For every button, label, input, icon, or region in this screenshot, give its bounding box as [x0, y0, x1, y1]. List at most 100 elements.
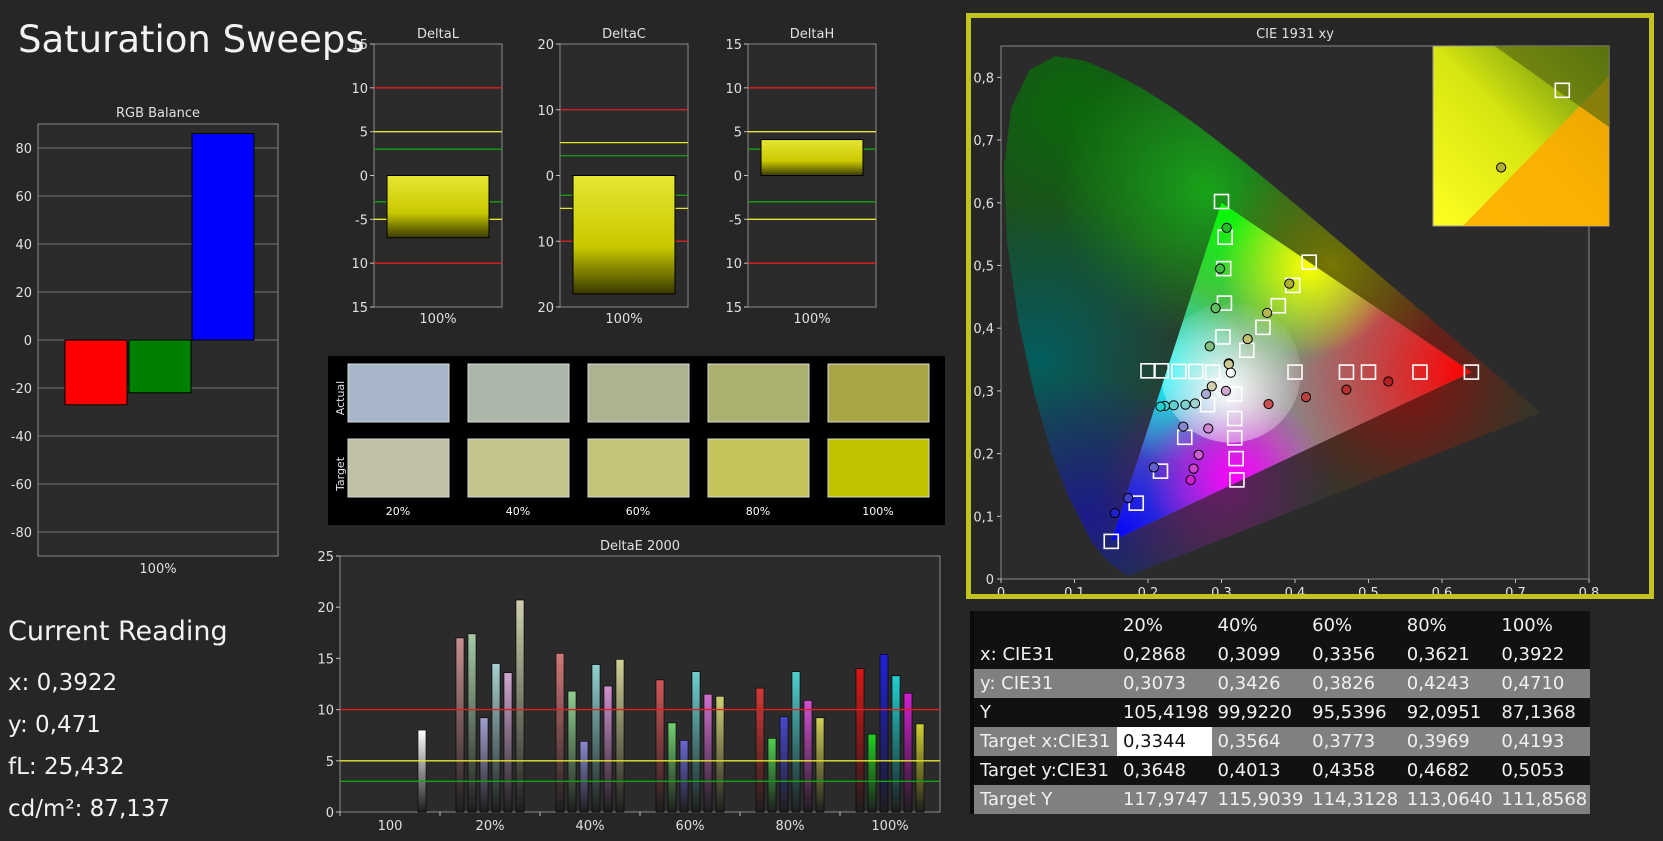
- x-tick-label: 0,3: [1211, 586, 1232, 594]
- target-marker: [1204, 364, 1221, 380]
- table-cell: 111,8568: [1495, 785, 1590, 814]
- measured-point: [1189, 398, 1201, 409]
- measured-point: [1262, 307, 1273, 319]
- y-tick-label: -20: [538, 301, 554, 316]
- deltae-bar: [579, 741, 589, 813]
- table-cell: 0,3621: [1400, 640, 1496, 669]
- deltae-bar: [679, 740, 689, 813]
- y-tick-label: -40: [11, 430, 32, 445]
- measured-point: [1210, 303, 1221, 314]
- y-tick-label: -15: [726, 301, 742, 316]
- y-tick-label: -80: [11, 526, 32, 541]
- row-label: y: CIE31: [974, 669, 1117, 698]
- deltae-bar: [703, 693, 713, 813]
- measured-point: [1200, 388, 1212, 400]
- chart-title: RGB Balance: [116, 106, 200, 121]
- deltae-bar: [667, 722, 677, 813]
- deltae-bar: [503, 672, 513, 813]
- x-tick-label: 0,6: [1432, 586, 1453, 594]
- deltae-bar: [615, 659, 625, 813]
- table-cell: 105,4198: [1116, 698, 1212, 727]
- table-cell: 117,9747: [1116, 785, 1212, 814]
- deltae-bar: [479, 717, 489, 813]
- table-cell: 0,2868: [1116, 640, 1212, 669]
- bar-series-0: [64, 339, 128, 406]
- deltae-bar: [691, 671, 701, 813]
- table-cell-selected[interactable]: 0,3344: [1116, 727, 1212, 756]
- row-label: Target y:CIE31: [974, 756, 1117, 785]
- y-tick-label: 5: [326, 755, 334, 770]
- deltae-bar: [791, 671, 801, 813]
- reading-fl: fL: 25,432: [8, 754, 125, 780]
- table-cell: 87,1368: [1495, 698, 1590, 727]
- row-label: Target Y: [974, 785, 1117, 814]
- measured-point: [1214, 263, 1226, 274]
- y-tick-label: 15: [352, 38, 368, 53]
- row-label: Y: [974, 698, 1117, 727]
- table-cell: 95,5396: [1306, 698, 1401, 727]
- deltae-bar: [455, 637, 465, 813]
- y-tick-label: -10: [726, 257, 742, 272]
- measured-point: [1188, 463, 1199, 474]
- reading-x: x: 0,3922: [8, 670, 118, 696]
- y-tick-label: 60: [15, 190, 32, 205]
- measured-point: [1204, 341, 1215, 352]
- y-tick-label: 15: [726, 38, 742, 53]
- col-header: 80%: [1400, 611, 1496, 640]
- deltae-bar: [467, 633, 477, 813]
- table-cell: 0,3426: [1211, 669, 1307, 698]
- chart-title: CIE 1931 xy: [1256, 27, 1334, 42]
- swatch-label: 40%: [506, 505, 530, 518]
- col-header: 20%: [1116, 611, 1212, 640]
- measured-point: [1206, 381, 1217, 392]
- y-tick-label: 0,8: [973, 71, 994, 86]
- target-marker: [1215, 329, 1231, 345]
- y-tick-label: -60: [11, 478, 32, 493]
- swatch-actual: [467, 363, 570, 423]
- current-reading-heading: Current Reading: [8, 616, 228, 647]
- chart-title: DeltaE 2000: [600, 539, 680, 554]
- swatch-target: [347, 438, 450, 498]
- table-cell: 0,4193: [1495, 727, 1590, 756]
- y-tick-label: 10: [352, 82, 368, 97]
- x-tick-label: 100%: [793, 312, 830, 327]
- y-tick-label: 0: [360, 170, 368, 185]
- swatch-actual: [587, 363, 690, 423]
- table-cell: 115,9039: [1211, 785, 1307, 814]
- table-cell: 0,4013: [1211, 756, 1307, 785]
- deltae-bar: [715, 695, 725, 813]
- measured-point: [1242, 333, 1253, 345]
- row-label: x: CIE31: [974, 640, 1117, 669]
- target-marker: [1226, 410, 1243, 427]
- zoom-inset-dark: [1494, 46, 1609, 127]
- deltae-bar: [755, 687, 765, 813]
- table-row: Target y:CIE31 0,3648 0,4013 0,4358 0,46…: [970, 756, 1590, 785]
- deltae-bar: [915, 723, 925, 813]
- x-tick-label: 0: [997, 586, 1005, 594]
- measured-point: [1109, 508, 1121, 519]
- x-tick-label: 100%: [139, 562, 176, 577]
- x-tick-label: 100%: [605, 312, 642, 327]
- y-tick-label: 0,2: [973, 448, 994, 463]
- deltae-bar: [803, 700, 813, 813]
- deltae-bar: [417, 729, 427, 813]
- deltae-bar: [491, 663, 501, 813]
- target-marker: [1226, 430, 1243, 446]
- measured-point: [1178, 421, 1189, 432]
- white-point: [1225, 367, 1236, 378]
- deltae-bar: [655, 679, 665, 813]
- measured-point: [1193, 449, 1204, 460]
- delta-bar: [760, 139, 864, 176]
- y-tick-label: 5: [734, 126, 742, 141]
- deltae-bar: [515, 599, 525, 813]
- swatch-actual: [827, 363, 930, 423]
- measured-point: [1168, 400, 1179, 411]
- y-tick-label: 40: [15, 238, 32, 253]
- x-tick-label: 0,4: [1285, 586, 1306, 594]
- table-cell: 113,0640: [1400, 785, 1496, 814]
- measured-point: [1300, 392, 1312, 403]
- deltae-bar: [815, 717, 825, 813]
- x-tick-label: 100%: [419, 312, 456, 327]
- y-tick-label: 0: [734, 170, 742, 185]
- deltae-bar: [855, 668, 865, 813]
